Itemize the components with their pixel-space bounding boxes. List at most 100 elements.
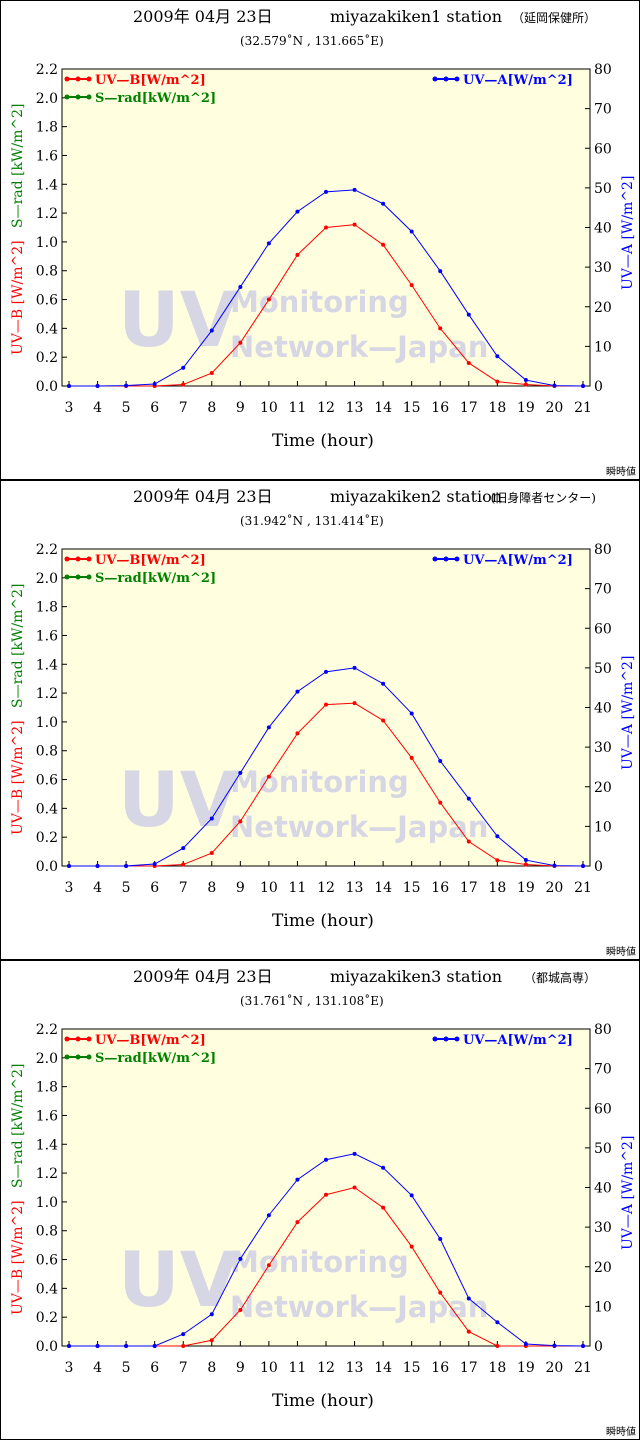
x-tick-label: 18 [488, 1360, 506, 1376]
x-tick-label: 14 [374, 880, 392, 896]
data-point-uvb [266, 297, 271, 302]
data-point-uvb [324, 1192, 328, 1197]
y-left-tick-label: 0.2 [36, 1310, 58, 1326]
watermark-line1: Monitoring [230, 1245, 409, 1279]
y-right-tick-label: 20 [594, 780, 612, 796]
data-point-uva [124, 383, 129, 388]
watermark-line1: Monitoring [230, 765, 409, 799]
data-point-uva [523, 378, 528, 383]
y-left-tick-label: 1.0 [36, 1195, 58, 1211]
y-left-tick-label: 1.8 [36, 600, 58, 616]
y-right-tick-label: 10 [594, 819, 612, 835]
data-point-uva [438, 758, 443, 763]
x-tick-label: 4 [93, 400, 102, 416]
legend-label: S—rad[kW/m^2] [95, 91, 216, 106]
y-left-tick-label: 0.2 [36, 830, 58, 846]
legend-swatch-dot [64, 1054, 70, 1060]
data-point-uva [495, 834, 500, 839]
legend-item: UV—B[W/m^2] [64, 553, 206, 568]
data-point-uvb [409, 283, 414, 288]
y-right-tick-label: 40 [594, 701, 612, 717]
data-point-uva [295, 209, 300, 214]
data-point-uvb [238, 340, 243, 345]
data-point-uvb [495, 1344, 500, 1348]
y-left-tick-label: 1.2 [36, 1166, 58, 1182]
data-point-uvb [295, 731, 300, 736]
data-point-uva [95, 864, 100, 868]
x-tick-label: 9 [236, 1360, 245, 1376]
x-tick-label: 21 [574, 880, 592, 896]
data-point-uvb [181, 862, 186, 867]
x-tick-label: 8 [207, 880, 216, 896]
y-left-tick-label: 2.2 [36, 542, 58, 558]
data-point-uvb [523, 382, 528, 387]
data-point-uva [352, 1151, 357, 1156]
data-point-uvb [295, 252, 300, 257]
data-point-uva [324, 1157, 328, 1162]
data-point-uvb [381, 1205, 386, 1210]
y-right-tick-label: 0 [594, 379, 603, 395]
data-point-uvb [466, 839, 471, 844]
legend-swatch-dot [86, 1054, 92, 1060]
x-tick-label: 19 [517, 880, 535, 896]
data-point-uva [181, 846, 186, 851]
legend-swatch-dot [75, 76, 81, 82]
data-point-uvb [209, 851, 214, 856]
data-point-uva [95, 384, 100, 388]
x-tick-label: 11 [289, 400, 307, 416]
x-axis-label: Time (hour) [272, 1391, 374, 1411]
data-point-uva [266, 241, 271, 246]
x-tick-label: 13 [346, 1360, 364, 1376]
data-point-uva [495, 1320, 500, 1325]
legend-swatch-dot [443, 76, 449, 82]
data-point-uvb [438, 800, 443, 805]
y-right-tick-label: 40 [594, 1181, 612, 1197]
chart-svg-2: 2009年 04月 23日 miyazakiken2 station(旧身障者セン… [0, 480, 640, 960]
x-tick-label: 4 [93, 880, 102, 896]
legend-label: UV—B[W/m^2] [95, 1033, 206, 1048]
legend-item: S—rad[kW/m^2] [64, 1051, 216, 1066]
data-point-uvb [324, 225, 328, 230]
x-tick-label: 10 [260, 1360, 278, 1376]
data-point-uvb [352, 222, 357, 227]
legend-swatch-dot [64, 1036, 70, 1042]
data-point-uva [409, 711, 414, 716]
x-axis-label: Time (hour) [272, 431, 374, 451]
y-right-tick-label: 50 [594, 661, 612, 677]
y-left-tick-label: 2.0 [36, 1051, 58, 1067]
data-point-uva [238, 284, 243, 289]
x-tick-label: 9 [236, 880, 245, 896]
x-tick-label: 8 [207, 1360, 216, 1376]
data-point-uvb [409, 755, 414, 760]
data-point-uva [581, 1344, 585, 1348]
legend-swatch-dot [432, 1036, 438, 1042]
y-right-tick-label: 80 [594, 62, 612, 78]
data-point-uvb [324, 702, 328, 707]
x-tick-label: 6 [150, 400, 159, 416]
data-point-uva [152, 1344, 157, 1348]
x-axis-label: Time (hour) [272, 911, 374, 931]
y-left-tick-label: 0.8 [36, 1224, 58, 1240]
x-tick-label: 5 [122, 400, 131, 416]
data-point-uva [381, 681, 386, 686]
data-point-uva [581, 384, 585, 388]
y-right-tick-label: 60 [594, 1101, 612, 1117]
chart-panel-3: 2009年 04月 23日 miyazakiken3 station （都城高専） (… [0, 960, 640, 1440]
x-tick-label: 3 [65, 1360, 74, 1376]
legend-swatch-dot [443, 556, 449, 562]
legend-item: UV—B[W/m^2] [64, 73, 206, 88]
y-left-tick-label: 1.8 [36, 1080, 58, 1096]
watermark-uv: UV [118, 1235, 239, 1324]
legend-swatch-dot [86, 94, 92, 100]
y-left-tick-label: 0.0 [36, 1339, 58, 1355]
watermark-line1: Monitoring [230, 285, 409, 319]
x-tick-label: 11 [289, 1360, 307, 1376]
x-tick-label: 14 [374, 1360, 392, 1376]
data-point-uva [67, 1344, 71, 1348]
data-point-uva [523, 858, 528, 863]
y-right-tick-label: 0 [594, 859, 603, 875]
data-point-uva [238, 770, 243, 775]
x-tick-label: 19 [517, 1360, 535, 1376]
chart-coordinates: (31.942˚N , 131.414˚E) [240, 513, 384, 528]
